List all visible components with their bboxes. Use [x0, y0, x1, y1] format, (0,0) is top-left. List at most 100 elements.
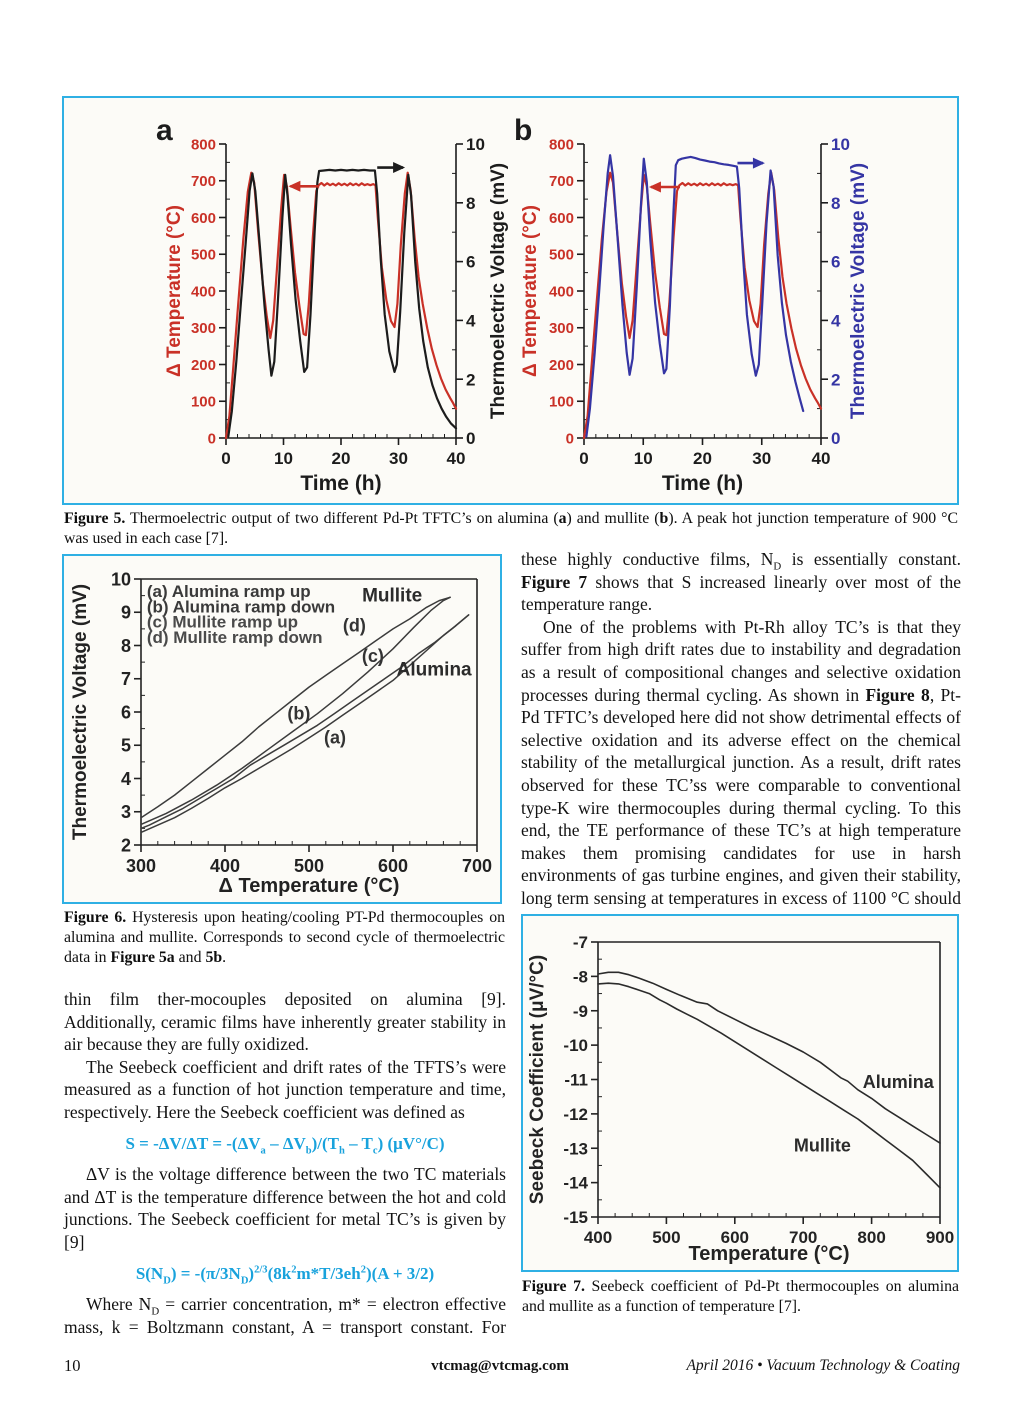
- text-segment: 2: [360, 1263, 366, 1275]
- text-segment: , Pt-Pd TFTC’s developed here did not sh…: [521, 684, 961, 931]
- y-left-tick-label: 200: [191, 357, 216, 374]
- text-segment: thin film ther-mocouples deposited on al…: [64, 989, 506, 1055]
- y-right-axis-title: Thermoelectric Voltage (mV): [848, 163, 869, 419]
- text-segment: b: [659, 510, 669, 527]
- y-left-tick-label: 700: [549, 173, 574, 190]
- y-left-tick-label: -14: [563, 1174, 588, 1193]
- y-left-tick-label: 0: [208, 430, 216, 447]
- y-right-tick-label: 0: [831, 429, 840, 448]
- chart-annotation: Alumina: [397, 659, 472, 680]
- text-segment: Hysteresis upon heating/cooling PT-Pd th…: [64, 909, 506, 966]
- paragraph: The Seebeck coefficient and drift rates …: [64, 1056, 506, 1124]
- text-segment: and: [174, 949, 206, 966]
- text-segment: 5b: [205, 949, 223, 966]
- series-delta-temperature: [224, 171, 458, 440]
- text-segment: 2/3: [254, 1263, 268, 1275]
- text-segment: D: [163, 1274, 171, 1286]
- text-segment: ): [248, 1263, 255, 1283]
- x-axis-title: Time (h): [662, 472, 743, 495]
- text-segment: ) (μV°/C): [377, 1133, 445, 1153]
- text-segment: shows that S increased linearly over mos…: [521, 571, 961, 615]
- y-right-tick-label: 10: [831, 135, 850, 154]
- text-segment: D: [151, 1305, 160, 1318]
- equation: S(ND) = -(π/3ND)2/3(8k2m*T/3eh2)(A + 3/2…: [64, 1254, 506, 1294]
- text-segment: h: [339, 1144, 345, 1156]
- y-left-tick-label: 5: [121, 736, 131, 756]
- y-left-tick-label: 2: [121, 835, 131, 855]
- figure5b-chart: 0 10 20 30 400100200300400500600700800024681…: [514, 114, 869, 495]
- y-left-tick-label: 8: [121, 636, 131, 656]
- text-segment: Figure 5.: [64, 510, 126, 527]
- text-segment: Figure 6.: [64, 909, 127, 926]
- y-left-tick-label: -15: [563, 1208, 588, 1227]
- chart-annotation: Mullite: [794, 1136, 851, 1156]
- figure6-panel: 300 400 500 600 700 2 3 4 5 6 7 8 9 10 (a) Alumina ram…: [62, 554, 502, 904]
- x-tick-label: 400: [210, 856, 240, 876]
- figure6-caption: Figure 6. Hysteresis upon heating/coolin…: [64, 908, 505, 968]
- series-thermoelectric-voltage: [227, 168, 458, 438]
- text-segment: a: [558, 510, 567, 527]
- text-segment: – T: [344, 1133, 373, 1153]
- x-tick-label: 500: [652, 1228, 680, 1247]
- y-left-axis-title: Δ Temperature (°C): [520, 205, 541, 377]
- text-segment: Seebeck coefficient of Pd-Pt thermocoupl…: [522, 1278, 959, 1315]
- series-thermoelectric-voltage: [585, 154, 805, 438]
- x-tick-label: 400: [584, 1228, 612, 1247]
- paragraph: these highly conductive films, ND is ess…: [521, 548, 961, 616]
- text-segment: The Seebeck coefficient and drift rates …: [64, 1056, 506, 1122]
- x-tick-label: 800: [857, 1228, 885, 1247]
- y-right-tick-label: 10: [466, 135, 485, 154]
- y-left-tick-label: -7: [573, 933, 588, 952]
- x-axis-title: Time (h): [300, 472, 381, 495]
- y-right-axis-title: Thermoelectric Voltage (mV): [488, 163, 509, 419]
- text-segment: m*T/3eh: [296, 1263, 361, 1283]
- y-left-tick-label: 600: [549, 210, 574, 227]
- text-segment: ) = -(π/3N: [170, 1263, 241, 1283]
- y-left-tick-label: 7: [121, 669, 131, 689]
- chart-annotation: (d) Mullite ramp down: [147, 628, 323, 647]
- x-axis-title: Δ Temperature (°C): [219, 875, 400, 897]
- y-left-axis-title: Seebeck Coefficient (μV/°C): [527, 955, 548, 1204]
- text-segment: S(N: [135, 1263, 164, 1283]
- y-left-tick-label: -13: [563, 1139, 588, 1158]
- x-tick-label: 10: [274, 449, 293, 468]
- figure7-chart: 400 500 600 700 800 900 -15 -14 -13 -12 -11 -10 -9 -8…: [527, 933, 954, 1265]
- y-left-tick-label: 300: [191, 320, 216, 337]
- series-delta-temperature: [582, 171, 823, 440]
- series-mullite: [597, 982, 941, 1189]
- series-mullite-ramp-down: [140, 596, 451, 819]
- chart-annotation: (c): [362, 646, 384, 666]
- y-left-tick-label: 6: [121, 702, 131, 722]
- y-left-tick-label: 800: [191, 136, 216, 153]
- text-segment: Figure 7: [521, 571, 588, 592]
- figure6-chart: 300 400 500 600 700 2 3 4 5 6 7 8 9 10 (a) Alumina ram…: [70, 569, 492, 897]
- y-left-axis-title: Thermoelectric Voltage (mV): [70, 584, 91, 840]
- text-segment: these highly conductive films, N: [521, 549, 774, 569]
- text-segment: )/(T: [311, 1133, 339, 1153]
- chart-annotation: (b) Alumina ramp down: [147, 597, 335, 616]
- y-left-axis-title: Δ Temperature (°C): [164, 205, 185, 377]
- right-column-text: these highly conductive films, ND is ess…: [521, 548, 961, 932]
- x-tick-label: 500: [294, 856, 324, 876]
- y-right-tick-label: 8: [831, 194, 840, 213]
- panel-label: a: [156, 114, 173, 147]
- footer-issue: April 2016 • Vacuum Technology & Coating: [686, 1357, 960, 1375]
- y-left-tick-label: 400: [191, 283, 216, 300]
- page-footer: 10 vtcmag@vtcmag.com April 2016 • Vacuum…: [62, 1356, 960, 1382]
- text-segment: (8k: [267, 1263, 292, 1283]
- text-segment: is essentially constant.: [781, 549, 961, 569]
- footer-magazine-name: Vacuum Technology & Coating: [766, 1357, 960, 1374]
- y-left-tick-label: 600: [191, 210, 216, 227]
- y-left-tick-label: 4: [121, 769, 131, 789]
- footer-email: vtcmag@vtcmag.com: [431, 1358, 569, 1374]
- y-left-tick-label: 100: [191, 394, 216, 411]
- text-segment: D: [773, 560, 782, 573]
- y-right-tick-label: 8: [466, 194, 475, 213]
- figure7-caption: Figure 7. Seebeck coefficient of Pd-Pt t…: [522, 1277, 959, 1317]
- x-tick-label: 20: [332, 449, 351, 468]
- x-tick-label: 30: [389, 449, 408, 468]
- text-segment: 2: [291, 1263, 297, 1275]
- x-axis-title: Temperature (°C): [689, 1243, 850, 1265]
- equation: S = -ΔV/ΔT = -(ΔVa – ΔVb)/(Th – Tc) (μV°…: [64, 1124, 506, 1164]
